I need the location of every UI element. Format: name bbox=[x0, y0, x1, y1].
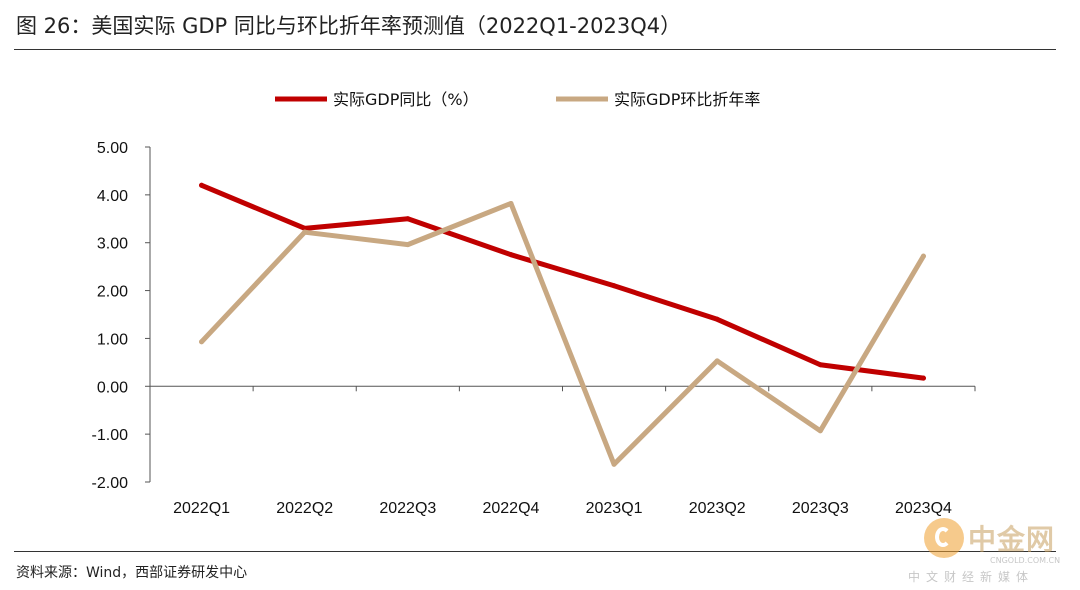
data-point bbox=[405, 242, 411, 248]
y-tick-label: 0.00 bbox=[97, 379, 128, 396]
series-line-1 bbox=[199, 182, 926, 381]
data-point bbox=[817, 362, 823, 368]
data-point bbox=[920, 375, 926, 381]
x-tick-label: 2023Q3 bbox=[792, 500, 849, 517]
x-tick-label: 2023Q4 bbox=[895, 500, 952, 517]
chart-ticks: -2.00 -1.00 0.00 1.00 2.00 3.00 4.00 5.00 2022Q1… bbox=[92, 140, 976, 517]
x-tick-label: 2022Q4 bbox=[482, 500, 539, 517]
x-tick-label: 2022Q1 bbox=[173, 500, 230, 517]
data-point bbox=[302, 229, 308, 235]
watermark-name: 中金网 bbox=[968, 523, 1056, 556]
data-point bbox=[508, 252, 514, 258]
data-point bbox=[611, 283, 617, 289]
y-tick-label: 1.00 bbox=[97, 331, 128, 348]
data-point bbox=[508, 200, 514, 206]
x-tick-label: 2022Q3 bbox=[379, 500, 436, 517]
data-point bbox=[611, 461, 617, 467]
y-tick-label: 5.00 bbox=[97, 140, 128, 157]
data-point bbox=[920, 253, 926, 259]
data-point bbox=[302, 225, 308, 231]
cngold-logo-icon bbox=[924, 518, 964, 558]
y-tick-label: -2.00 bbox=[92, 475, 129, 492]
legend-label-1: 实际GDP同比（%） bbox=[333, 90, 479, 109]
figure-title: 图 26：美国实际 GDP 同比与环比折年率预测值（2022Q1-2023Q4） bbox=[16, 14, 682, 38]
chart-axes bbox=[149, 147, 975, 482]
y-tick-label: -1.00 bbox=[92, 427, 129, 444]
data-point bbox=[714, 358, 720, 364]
data-point bbox=[817, 428, 823, 434]
line-chart: 实际GDP同比（%） 实际GDP环比折年率 -2.00 -1.00 0.00 1.00 2… bbox=[92, 90, 976, 517]
y-tick-label: 2.00 bbox=[97, 284, 128, 301]
x-tick-label: 2023Q2 bbox=[689, 500, 746, 517]
watermark: 中金网 CNGOLD.COM.CN 中文财经新媒体 bbox=[906, 516, 1066, 586]
chart-series bbox=[199, 182, 926, 467]
x-tick-label: 2023Q1 bbox=[586, 500, 643, 517]
watermark-slogan: 中文财经新媒体 bbox=[908, 570, 1035, 584]
x-tick-label: 2022Q2 bbox=[276, 500, 333, 517]
data-point bbox=[405, 216, 411, 222]
data-point bbox=[199, 182, 205, 188]
y-tick-label: 4.00 bbox=[97, 188, 128, 205]
y-tick-label: 3.00 bbox=[97, 236, 128, 253]
chart-legend: 实际GDP同比（%） 实际GDP环比折年率 bbox=[275, 90, 760, 109]
watermark-domain: CNGOLD.COM.CN bbox=[990, 556, 1061, 565]
source-note: 资料来源：Wind，西部证券研发中心 bbox=[16, 565, 248, 581]
title-divider bbox=[14, 49, 1056, 50]
source-divider bbox=[14, 551, 1056, 552]
legend-label-2: 实际GDP环比折年率 bbox=[614, 90, 760, 109]
series-line-2 bbox=[199, 200, 926, 467]
data-point bbox=[199, 339, 205, 345]
data-point bbox=[714, 316, 720, 322]
